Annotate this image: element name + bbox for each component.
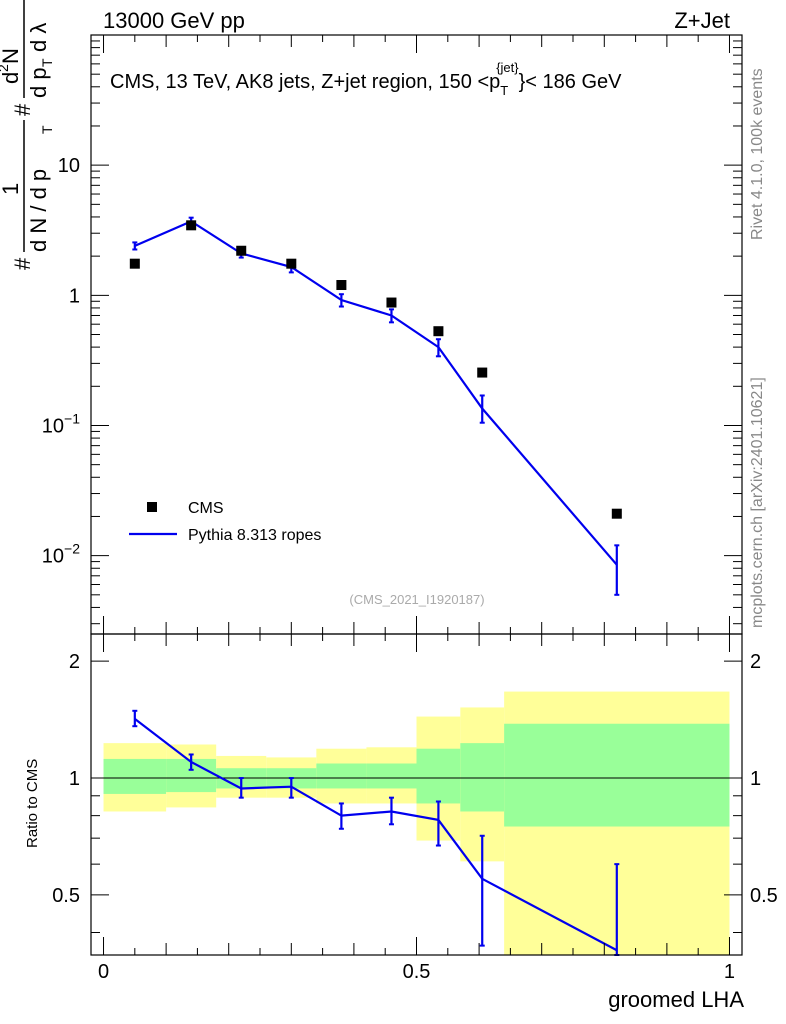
cms-data-point	[386, 297, 397, 308]
ratio-ylabel: Ratio to CMS	[24, 759, 41, 848]
uncertainty-band-inner	[103, 758, 167, 794]
uncertainty-band-inner	[504, 723, 730, 827]
y-axis-label-top: # 1 d N / d p T # d 2 N d p T d λ	[0, 0, 55, 270]
bottom-xtick-label: 1	[724, 961, 735, 983]
ylabel-num2a: d	[0, 72, 23, 84]
title-prefix: CMS, 13 TeV, AK8 jets, Z+jet region, 150…	[110, 71, 500, 93]
uncertainty-band-inner	[460, 743, 505, 812]
top-ytick-label: 10−2	[42, 541, 80, 568]
header-left: 13000 GeV pp	[103, 8, 245, 33]
cms-data-point	[236, 245, 247, 256]
bottom-ytick-label-left: 2	[69, 651, 80, 673]
ylabel-den1b: T	[39, 125, 55, 134]
top-ytick-label: 1	[69, 285, 80, 307]
chart-title: CMS, 13 TeV, AK8 jets, Z+jet region, 150…	[110, 60, 622, 98]
bottom-ytick-label-left: 0.5	[52, 885, 80, 907]
top-ytick-label: 10−1	[42, 410, 80, 437]
bottom-ytick-label-left: 1	[69, 768, 80, 790]
ylabel-hash-1: #	[10, 257, 35, 270]
cms-data-point	[186, 220, 197, 231]
title-sup: {jet}	[496, 60, 519, 75]
ylabel-hash-2: #	[10, 103, 35, 116]
cms-data-point	[611, 508, 622, 519]
title-suffix: }< 186 GeV	[519, 71, 623, 93]
ylabel-den2b: T	[39, 58, 55, 67]
bottom-ytick-label-right: 0.5	[750, 885, 778, 907]
top-ytick-label: 10	[58, 155, 80, 177]
mcplots-side-label: mcplots.cern.ch [arXiv:2401.10621]	[749, 377, 766, 628]
ylabel-num2c: N	[0, 48, 23, 64]
analysis-id: (CMS_2021_I1920187)	[349, 592, 484, 607]
rivet-side-label: Rivet 4.1.0, 100k events	[749, 68, 766, 240]
top-frame	[90, 34, 743, 635]
bottom-ytick-label-right: 1	[750, 768, 761, 790]
legend-cms-marker	[147, 502, 157, 512]
cms-data-point	[286, 258, 297, 269]
uncertainty-band-inner	[416, 748, 461, 804]
title-sub: T	[500, 83, 508, 98]
svg-text:CMS, 13 TeV, AK8 jets, Z+jet r: CMS, 13 TeV, AK8 jets, Z+jet region, 150…	[110, 60, 622, 98]
top-panel: 10−2 10−1 1 10 CMS, 13 TeV, AK8 jets, Z+jet…	[42, 34, 743, 635]
bottom-xtick-label: 0	[98, 961, 109, 983]
legend: CMS Pythia 8.313 ropes	[129, 500, 321, 544]
bottom-ytick-label-right: 2	[750, 651, 761, 673]
cms-data-point	[336, 280, 347, 291]
cms-data-point	[433, 326, 444, 337]
ylabel-den2a: d p	[26, 67, 51, 98]
cms-data-point	[129, 258, 140, 269]
legend-cms-label: CMS	[188, 500, 224, 517]
ylabel-num2b: 2	[0, 64, 11, 72]
uncertainty-band-inner	[366, 763, 417, 789]
cms-data-point	[477, 367, 488, 378]
ylabel-den2c: d λ	[26, 23, 51, 52]
ylabel-den1a: d N / d p	[26, 169, 51, 252]
bottom-xtick-label: 0.5	[403, 961, 431, 983]
legend-mc-label: Pythia 8.313 ropes	[188, 527, 321, 544]
x-axis-label: groomed LHA	[608, 987, 744, 1012]
header-right: Z+Jet	[674, 8, 730, 33]
uncertainty-band-inner	[316, 763, 367, 789]
bottom-panel: 0.5 0.5 1 1 2 2 0 0.5 1 Ratio to CMS groomed LH…	[24, 633, 778, 1012]
ylabel-num1: 1	[0, 183, 23, 195]
